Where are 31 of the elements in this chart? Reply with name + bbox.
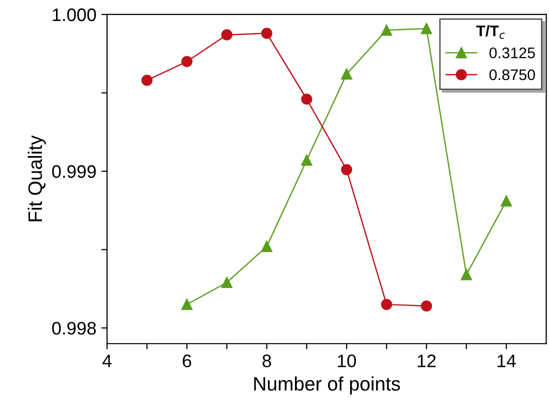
x-tick-label: 4 xyxy=(102,354,112,368)
point xyxy=(141,74,153,86)
point xyxy=(380,24,392,36)
point xyxy=(261,28,272,39)
point xyxy=(221,29,232,40)
y-tick-label: 0.999 xyxy=(52,165,96,178)
point xyxy=(341,164,352,176)
point xyxy=(420,300,432,312)
legend-label: 0.3125 xyxy=(489,47,535,58)
point xyxy=(341,68,352,80)
point xyxy=(301,154,312,166)
point xyxy=(181,56,192,68)
x-tick-label: 12 xyxy=(418,354,436,368)
y-tick-label: 1.000 xyxy=(52,8,96,22)
y-tick-label: 0.998 xyxy=(52,322,96,335)
point xyxy=(380,298,392,310)
point xyxy=(420,23,432,34)
point xyxy=(221,276,232,288)
point xyxy=(500,195,512,207)
y-axis-title: Fit Quality xyxy=(28,135,46,222)
legend-title: T/T$_{c}$ xyxy=(476,25,505,39)
point xyxy=(301,94,312,105)
x-tick-label: 6 xyxy=(182,354,192,368)
point xyxy=(261,240,272,252)
point xyxy=(460,269,472,280)
x-tick-label: 14 xyxy=(498,354,516,368)
x-tick-label: 8 xyxy=(262,354,271,368)
x-tick-label: 10 xyxy=(338,354,356,368)
legend-label: 0.8750 xyxy=(489,69,535,80)
point xyxy=(181,298,192,310)
x-axis-title: Number of points xyxy=(254,376,400,395)
